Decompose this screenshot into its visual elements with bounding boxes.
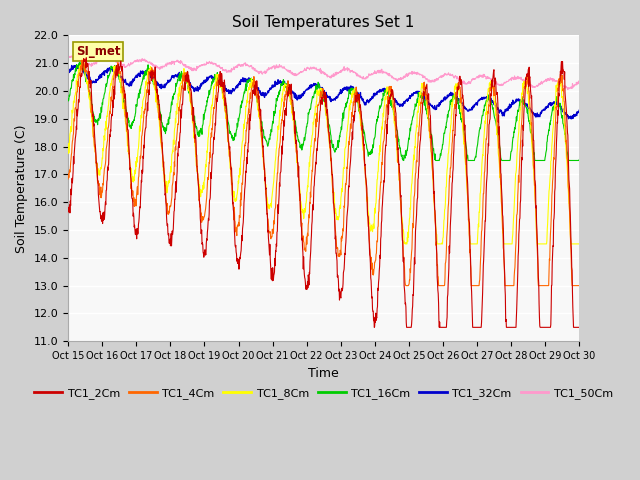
Title: Soil Temperatures Set 1: Soil Temperatures Set 1 [232,15,415,30]
X-axis label: Time: Time [308,367,339,380]
Text: SI_met: SI_met [76,45,120,58]
Y-axis label: Soil Temperature (C): Soil Temperature (C) [15,124,28,252]
Legend: TC1_2Cm, TC1_4Cm, TC1_8Cm, TC1_16Cm, TC1_32Cm, TC1_50Cm: TC1_2Cm, TC1_4Cm, TC1_8Cm, TC1_16Cm, TC1… [30,383,618,403]
